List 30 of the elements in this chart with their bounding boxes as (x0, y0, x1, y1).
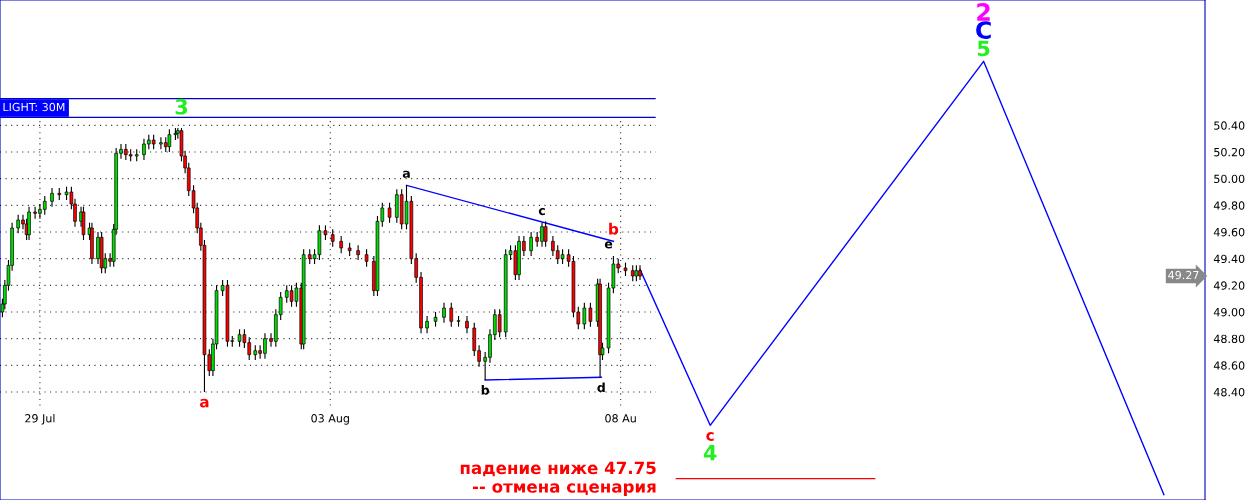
y-tick-label: 49.40 (1213, 254, 1245, 264)
annotation: C (976, 21, 991, 40)
annotation: b (481, 385, 490, 395)
annotation: 2 (977, 3, 990, 21)
annotation: d (597, 382, 605, 393)
y-tick-label: 48.40 (1213, 387, 1245, 397)
y-tick-label: 48.80 (1213, 334, 1245, 344)
y-tick-label: 50.20 (1214, 147, 1245, 157)
x-tick-label: 08 Au (605, 414, 636, 423)
y-tick-label: 50.40 (1214, 121, 1245, 130)
y-tick-label: 49.20 (1213, 281, 1245, 290)
annotation: a (402, 170, 410, 178)
annotation: 49.27 (1168, 270, 1199, 280)
annotation: падение ниже 47.75 -- отмена сценария (460, 461, 656, 497)
annotation: c (706, 432, 714, 441)
y-tick-label: 49.80 (1213, 201, 1245, 210)
annotation: 3 (175, 98, 188, 115)
annotation: a (199, 398, 209, 408)
y-tick-label: 50.00 (1214, 174, 1245, 184)
text: LIGHT: 30M (3, 102, 65, 112)
x-tick-label: 03 Aug (311, 414, 349, 425)
y-tick-label: 48.60 (1213, 361, 1245, 370)
x-tick-label: 29 Jul (25, 413, 55, 425)
annotation: c (538, 208, 545, 216)
annotation: b (609, 222, 619, 235)
annotation: 5 (977, 40, 990, 57)
annotation: e (604, 241, 613, 249)
y-tick-label: 49.60 (1213, 227, 1245, 237)
annotation: 4 (703, 445, 717, 461)
y-tick-label: 49.00 (1213, 307, 1245, 317)
